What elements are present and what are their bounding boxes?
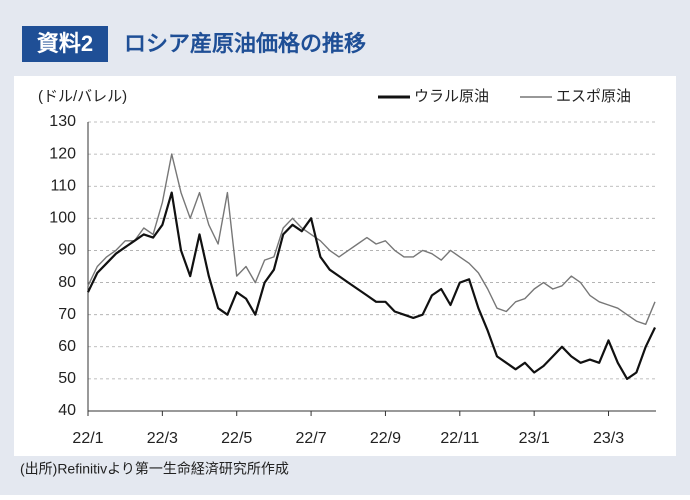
x-tick-label: 22/1	[72, 430, 103, 447]
x-tick-label: 22/3	[147, 430, 178, 447]
x-tick-label: 22/11	[440, 430, 479, 447]
source-note: (出所)Refinitivより第一生命経済研究所作成	[20, 461, 289, 477]
y-tick-label: 130	[49, 113, 76, 130]
x-tick-label: 22/7	[296, 430, 327, 447]
badge-box	[22, 26, 108, 62]
y-tick-label: 120	[49, 145, 76, 162]
series-line	[87, 153, 656, 325]
y-tick-label: 50	[58, 370, 76, 387]
x-tick-label: 23/3	[593, 430, 624, 447]
y-tick-label: 100	[49, 210, 76, 227]
y-tick-label: 70	[58, 306, 76, 323]
y-tick-label: 40	[58, 402, 76, 419]
y-tick-label: 90	[58, 242, 76, 259]
y-axis-label: (ドル/バレル)	[38, 88, 127, 105]
legend-label: ウラル原油	[414, 88, 489, 105]
legend-label: エスポ原油	[556, 88, 631, 105]
y-tick-label: 60	[58, 338, 76, 355]
series-line	[87, 191, 656, 380]
page-title: ロシア産原油価格の推移	[124, 31, 366, 56]
x-tick-label: 22/5	[221, 430, 252, 447]
y-tick-label: 80	[58, 274, 76, 291]
x-tick-label: 23/1	[519, 430, 550, 447]
badge: 資料2	[37, 31, 93, 56]
y-tick-label: 110	[50, 177, 76, 194]
x-tick-label: 22/9	[370, 430, 401, 447]
chart-panel	[14, 76, 676, 456]
